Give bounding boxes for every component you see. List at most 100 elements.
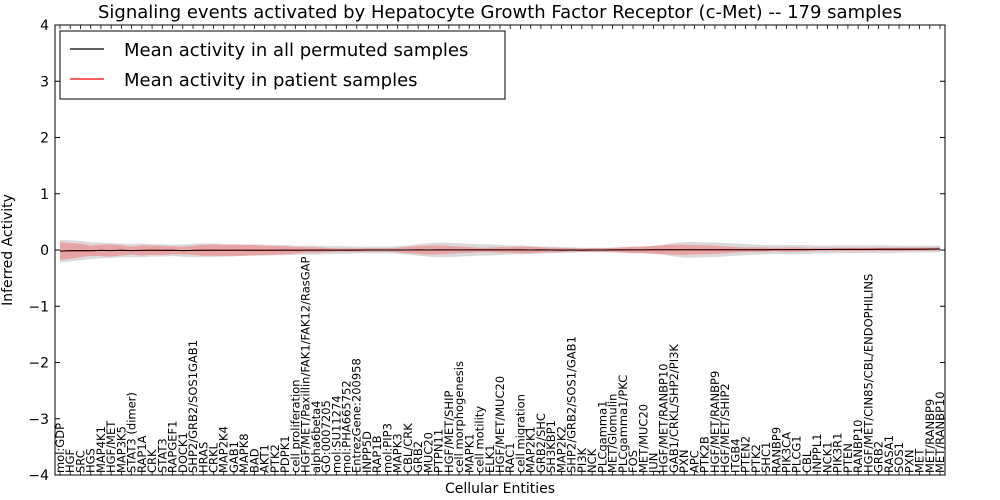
category-label: RANBP9 bbox=[769, 427, 783, 473]
category-label: PXN bbox=[902, 450, 916, 473]
y-axis-label: Inferred Activity bbox=[0, 194, 16, 306]
category-label: mol:GDP bbox=[53, 423, 67, 473]
y-tick-label: −2 bbox=[28, 356, 49, 372]
category-label: cell proliferation bbox=[288, 379, 302, 473]
category-label: cell motility bbox=[473, 406, 487, 473]
category-label: DOCK1 bbox=[176, 432, 190, 473]
x-axis bbox=[59, 25, 941, 475]
category-label: INPPL1 bbox=[810, 433, 824, 473]
category-label: mol:PIP3 bbox=[380, 423, 394, 473]
category-label: GRB2 bbox=[411, 441, 425, 473]
category-label: PTEN bbox=[841, 443, 855, 473]
series-lines bbox=[59, 248, 941, 252]
category-label: PLCgamma1/PKC bbox=[616, 375, 630, 473]
category-label: SHP2/GRB2/SOS1GAB1 bbox=[186, 340, 200, 473]
category-label: HGS bbox=[84, 448, 98, 473]
category-label: MET/Glomulin bbox=[606, 394, 620, 473]
category-label: CRKL bbox=[207, 442, 221, 473]
category-label: STAT3 bbox=[155, 438, 169, 473]
category-label: PTK2B bbox=[698, 436, 712, 473]
category-label: PLCG1 bbox=[790, 435, 804, 473]
category-label: HGF bbox=[63, 449, 77, 473]
category-label: CBL/CRK bbox=[401, 423, 415, 473]
legend-label-permuted: Mean activity in all permuted samples bbox=[124, 40, 468, 61]
category-label: PDPK1 bbox=[278, 435, 292, 473]
category-label: PIK3R1 bbox=[831, 433, 845, 474]
category-label: MAPK3 bbox=[391, 433, 405, 473]
category-label: PTK2 bbox=[749, 444, 763, 473]
category-label: EntrezGene:200958 bbox=[350, 358, 364, 473]
category-label: AKT1 bbox=[258, 444, 272, 473]
category-label: ELK1 bbox=[483, 444, 497, 473]
category-label: MET/RANBP9 bbox=[923, 399, 937, 473]
category-label: MAP2K2 bbox=[554, 426, 568, 473]
category-label: PXN bbox=[677, 450, 691, 473]
category-label: PTPN11 bbox=[432, 429, 446, 473]
category-label: PLCgamma1 bbox=[595, 401, 609, 474]
category-label: CRK bbox=[145, 449, 159, 473]
category-label: cell morphogenesis bbox=[452, 361, 466, 473]
chart-title: Signaling events activated by Hepatocyte… bbox=[98, 2, 902, 23]
category-label: STAT3 (dimer) bbox=[125, 392, 139, 473]
category-label: CBL bbox=[800, 450, 814, 473]
y-tick-label: 3 bbox=[40, 74, 49, 90]
y-tick-label: −1 bbox=[28, 299, 49, 315]
y-tick-label: −3 bbox=[28, 412, 49, 428]
y-tick-label: 4 bbox=[40, 18, 49, 34]
category-label: BAD bbox=[247, 448, 261, 473]
category-label: MAP4K1 bbox=[94, 426, 108, 473]
category-label: NCK1 bbox=[820, 442, 834, 474]
y-tick-label: 2 bbox=[40, 131, 49, 147]
category-label: HGF/MET/RANBP10 bbox=[657, 363, 671, 473]
category-label: GRB2/SHC bbox=[534, 413, 548, 473]
category-label: mol:SU11274 bbox=[329, 395, 343, 473]
permuted-mean-line bbox=[59, 248, 941, 252]
category-label: cell migration bbox=[514, 394, 528, 473]
category-label: APC bbox=[687, 450, 701, 473]
patient-spread-band bbox=[60, 242, 940, 261]
category-label: HGF/MET/SHIP2 bbox=[718, 383, 732, 473]
category-label: HGF/MET/MUC20 bbox=[493, 376, 507, 473]
category-label: JUN bbox=[647, 453, 661, 474]
spread-bands bbox=[60, 239, 940, 263]
category-label: HGF/MET/SHIP bbox=[442, 391, 456, 473]
category-label: HGF/MET/RANBP9 bbox=[708, 371, 722, 473]
category-label: RANBP10 bbox=[851, 420, 865, 473]
y-tick-label: −4 bbox=[28, 468, 49, 484]
category-label: PIK3CA bbox=[780, 432, 794, 473]
category-label: MET bbox=[913, 448, 927, 473]
category-label: GAB1 bbox=[227, 441, 241, 473]
category-label: MAP2K1 bbox=[524, 426, 538, 473]
category-label: alpha6beta4 bbox=[309, 401, 323, 473]
x-axis-label: Cellular Entities bbox=[445, 481, 555, 497]
category-label: MET/RANBP10 bbox=[933, 391, 947, 473]
category-label: HGF/MET/CIN85/CBL/ENDOPHILINS bbox=[861, 274, 875, 473]
category-label: HGF/MET bbox=[104, 420, 118, 473]
category-label: MAP2K4 bbox=[217, 426, 231, 473]
category-label: FOS bbox=[626, 450, 640, 473]
category-label: GO:0007205 bbox=[319, 400, 333, 473]
category-label: GAB1/CRKL/SHP2/PI3K bbox=[667, 344, 681, 473]
y-tick-label: 1 bbox=[40, 187, 49, 203]
category-label: RASA1 bbox=[882, 435, 896, 473]
legend-box bbox=[59, 30, 506, 100]
category-label: SOS1 bbox=[892, 442, 906, 473]
category-label: RAP1A bbox=[135, 435, 149, 473]
category-label: PI3K bbox=[575, 447, 589, 473]
category-label: MAPK1 bbox=[462, 433, 476, 473]
category-label: HGF/MET/Paxillin/FAK1/FAK12/RasGAP bbox=[299, 256, 313, 473]
category-label: INPP5D bbox=[360, 431, 374, 473]
legend: Mean activity in all permuted samples Me… bbox=[59, 30, 506, 100]
category-label: MAPK8 bbox=[237, 433, 251, 473]
category-label: MUC20 bbox=[421, 432, 435, 473]
y-axis: −4 −3 −2 −1 0 1 2 3 4 bbox=[28, 18, 945, 484]
category-label: MET/MUC20 bbox=[636, 404, 650, 473]
category-label: SH3KBP1 bbox=[544, 420, 558, 473]
category-labels: mol:GDPHGFSRCHGSMAP4K1HGF/METMAP3K5STAT3… bbox=[53, 256, 947, 474]
category-label: MAP3K5 bbox=[114, 426, 128, 473]
category-label: SRC bbox=[74, 450, 88, 473]
category-label: SHC1 bbox=[759, 442, 773, 473]
category-label: RAC1 bbox=[503, 442, 517, 473]
category-label: PTEN2 bbox=[739, 436, 753, 473]
